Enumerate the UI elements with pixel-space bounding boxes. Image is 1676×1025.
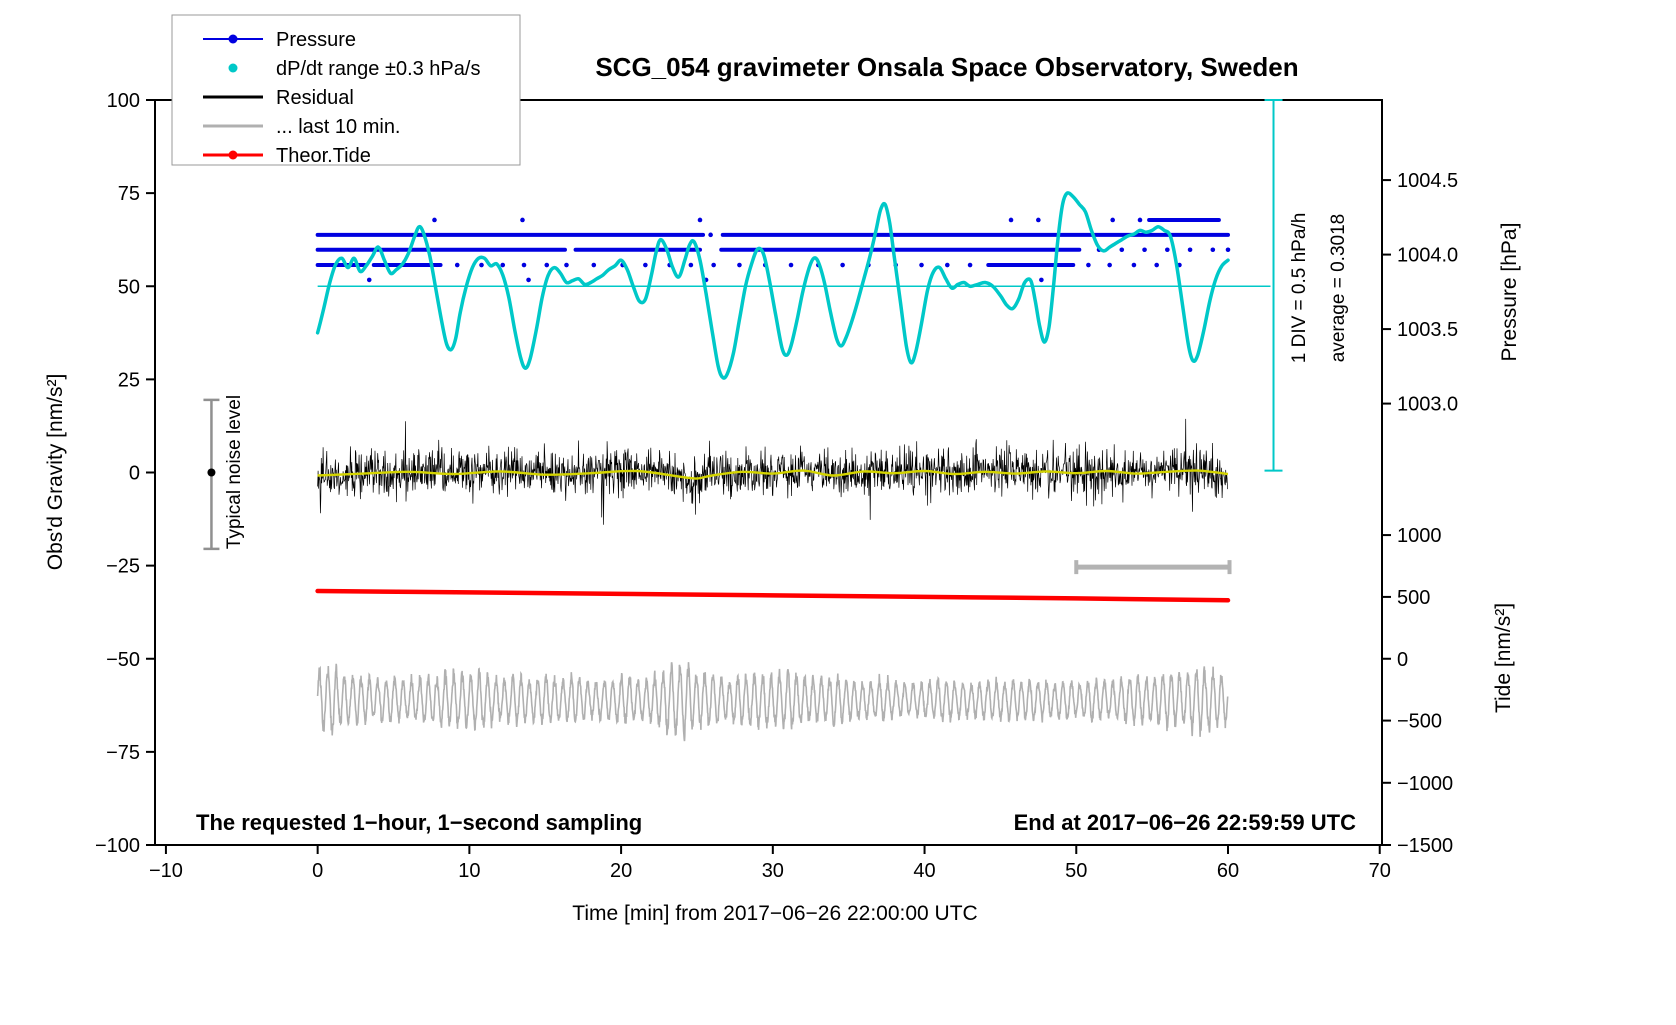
typical-noise-label: Typical noise level (224, 395, 245, 549)
pressure-dot (591, 262, 597, 268)
y-axis-label-gravity: Obs'd Gravity [nm/s²] (44, 374, 67, 571)
y-tick-label: −50 (106, 649, 140, 671)
legend-item-label: Residual (276, 87, 354, 109)
pressure-dot (697, 217, 703, 223)
pressure-dot (564, 262, 569, 268)
tide-tick-label: 0 (1397, 649, 1408, 671)
pressure-dot (919, 262, 924, 268)
tide-tick-label: 500 (1397, 587, 1430, 609)
y-tick-label: −100 (95, 835, 140, 857)
y-axis-label-pressure: Pressure [hPa] (1498, 223, 1521, 362)
pressure-tick-label: 1003.0 (1397, 394, 1458, 416)
pressure-dot (1137, 217, 1143, 223)
pressure-dot (1187, 247, 1193, 253)
pressure-dot (1165, 247, 1170, 253)
pressure-dot (1119, 247, 1125, 253)
pressure-tick-label: 1004.5 (1397, 170, 1458, 192)
pressure-dot (520, 217, 525, 223)
tide-tick-label: −500 (1397, 711, 1442, 733)
y-tick-label: 25 (118, 369, 140, 391)
series (203, 99, 1283, 742)
legend-item: ... last 10 min. (203, 116, 401, 138)
legend-item-label: ... last 10 min. (276, 116, 401, 138)
x-tick-label: 40 (913, 860, 935, 882)
pressure-dot (967, 262, 973, 268)
pressure-dot (500, 262, 506, 268)
pressure-tick-label: 1003.5 (1397, 319, 1458, 341)
pressure-dot (1008, 217, 1014, 223)
noise-errorbar-dot (207, 468, 216, 477)
pressure-dot (1210, 247, 1216, 253)
legend-item-label: Theor.Tide (276, 145, 371, 167)
y-tick-label: 0 (129, 463, 140, 485)
legend-item: Pressure (203, 29, 356, 51)
chart-title: SCG_054 gravimeter Onsala Space Observat… (595, 52, 1298, 82)
y-axis-label-tide: Tide [nm/s²] (1492, 603, 1515, 713)
pressure-dot (945, 262, 950, 268)
x-axis-label: Time [min] from 2017−06−26 22:00:00 UTC (572, 902, 977, 925)
x-tick-label: 70 (1369, 860, 1391, 882)
pressure-dot (454, 262, 460, 268)
pressure-dot (1039, 277, 1044, 283)
x-tick-label: 20 (610, 860, 632, 882)
x-tick-label: −10 (149, 860, 183, 882)
end-time-note: End at 2017−06−26 22:59:59 UTC (1014, 810, 1357, 835)
x-tick-label: 0 (312, 860, 323, 882)
y-tick-label: 100 (107, 90, 140, 112)
pressure-dot (521, 262, 527, 268)
div-scale-label: 1 DIV = 0.5 hPa/h (1289, 213, 1310, 364)
sampling-note: The requested 1−hour, 1−second sampling (196, 810, 642, 835)
y-tick-label: −25 (106, 556, 140, 578)
legend-item: Residual (203, 87, 354, 109)
x-tick-label: 50 (1065, 860, 1087, 882)
tide-tick-label: 1000 (1397, 525, 1442, 547)
pressure-dot (711, 262, 716, 268)
pressure-dot (1036, 217, 1041, 223)
pressure-dot (1107, 262, 1112, 268)
legend-dot-swatch (228, 34, 238, 44)
pressure-dot (1086, 262, 1091, 268)
pressure-dot (688, 262, 694, 268)
y-tick-label: 75 (118, 183, 140, 205)
legend-item: Theor.Tide (203, 145, 371, 167)
theoretical-tide-curve (315, 588, 1231, 603)
legend-dot-swatch (228, 63, 238, 73)
pressure-dot (643, 262, 648, 268)
dpdt-curve (315, 191, 1230, 380)
legend-item-label: dP/dt range ±0.3 hPa/s (276, 58, 480, 80)
pressure-dot (1110, 217, 1115, 223)
pressure-dot (432, 217, 437, 223)
x-tick-label: 60 (1217, 860, 1239, 882)
pressure-dot (1225, 247, 1231, 253)
axes: −10 0 10 20 30 40 50 60 701007550250−25−50−75−10… (95, 90, 1458, 882)
pressure-dot (526, 277, 531, 283)
tide-tick-label: −1000 (1397, 773, 1453, 795)
pressure-dot (1154, 262, 1159, 268)
legend: Pressure dP/dt range ±0.3 hPa/s Residual..… (171, 14, 521, 167)
average-label: average = 0.3018 (1328, 214, 1349, 362)
pressure-dot (1131, 262, 1137, 268)
pressure-dot (1142, 247, 1147, 253)
y-tick-label: 50 (118, 276, 140, 298)
x-tick-label: 30 (762, 860, 784, 882)
pressure-dot (366, 277, 372, 283)
x-tick-label: 10 (458, 860, 480, 882)
last10min-trace (316, 662, 1229, 742)
legend-item: dP/dt range ±0.3 hPa/s (228, 58, 480, 80)
residual-mean-curve (317, 469, 1229, 480)
pressure-dot (788, 262, 794, 268)
legend-item-label: Pressure (276, 29, 356, 51)
pressure-dot (737, 262, 742, 268)
pressure-dot (840, 262, 845, 268)
pressure-dot (479, 262, 484, 268)
pressure-dot (544, 262, 550, 268)
pressure-dot (708, 232, 713, 238)
pressure-tick-label: 1004.0 (1397, 245, 1458, 267)
residual-trace (317, 418, 1228, 525)
y-tick-label: −75 (106, 742, 140, 764)
tide-tick-label: −1500 (1397, 835, 1453, 857)
legend-dot-swatch (228, 150, 238, 160)
